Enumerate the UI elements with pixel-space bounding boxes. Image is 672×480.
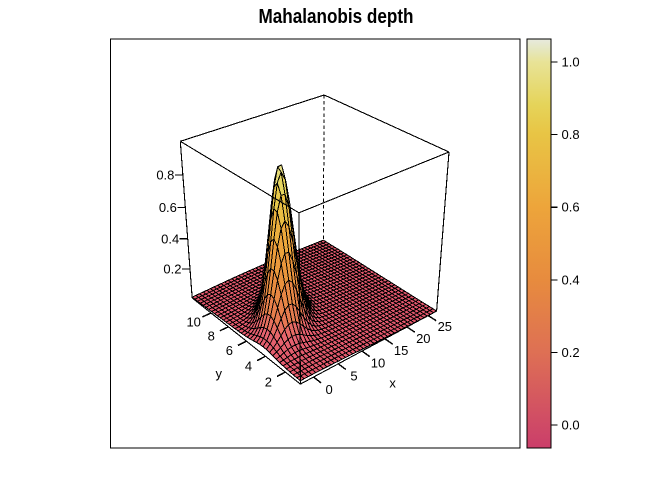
svg-text:10: 10: [371, 356, 385, 371]
svg-text:2: 2: [265, 374, 272, 389]
svg-text:0.8: 0.8: [562, 127, 580, 142]
svg-text:x: x: [389, 376, 396, 391]
svg-text:0.0: 0.0: [562, 418, 580, 433]
svg-text:15: 15: [394, 343, 408, 358]
svg-text:0.4: 0.4: [562, 272, 580, 287]
svg-text:0.6: 0.6: [562, 200, 580, 215]
svg-text:4: 4: [245, 358, 252, 373]
svg-text:8: 8: [208, 328, 215, 343]
svg-text:5: 5: [350, 369, 357, 384]
svg-text:6: 6: [226, 343, 233, 358]
svg-text:0.2: 0.2: [562, 345, 580, 360]
svg-text:10: 10: [186, 314, 200, 329]
svg-text:0.2: 0.2: [163, 262, 181, 277]
svg-text:y: y: [216, 366, 223, 381]
svg-text:0.4: 0.4: [161, 231, 179, 246]
svg-text:1.0: 1.0: [562, 55, 580, 70]
svg-text:0: 0: [325, 382, 332, 397]
svg-text:Mahalanobis depth: Mahalanobis depth: [259, 6, 414, 28]
svg-text:20: 20: [416, 331, 430, 346]
svg-text:0.6: 0.6: [159, 200, 177, 215]
svg-text:25: 25: [438, 319, 452, 334]
svg-text:0.8: 0.8: [156, 168, 174, 183]
